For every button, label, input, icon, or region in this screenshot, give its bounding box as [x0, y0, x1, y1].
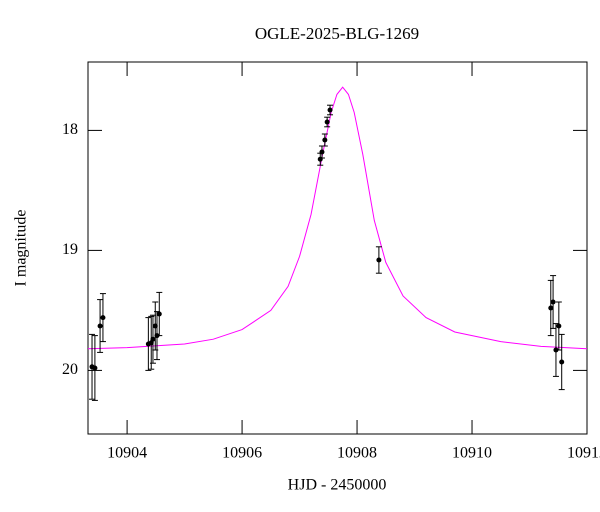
data-point — [550, 299, 556, 305]
model-curve — [87, 86, 588, 350]
y-tick-label: 18 — [62, 121, 78, 138]
data-point — [156, 311, 162, 317]
data-point — [319, 149, 325, 155]
data-point — [376, 257, 382, 263]
data-point — [92, 365, 98, 371]
x-axis-label: HJD - 2450000 — [288, 477, 387, 494]
data-point — [97, 323, 103, 329]
data-point — [559, 359, 565, 365]
data-point — [100, 315, 106, 321]
x-tick-label: 10908 — [337, 445, 377, 462]
x-tick-label: 10910 — [452, 445, 492, 462]
y-axis-label: I magnitude — [13, 210, 30, 287]
data-point — [327, 107, 333, 113]
x-tick-label: 10912 — [567, 445, 600, 462]
data-point — [556, 323, 562, 329]
plot-frame — [87, 61, 588, 435]
chart-title: OGLE-2025-BLG-1269 — [255, 24, 419, 43]
data-point — [324, 119, 330, 125]
x-tick-label: 10906 — [222, 445, 262, 462]
data-point — [322, 137, 328, 143]
data-point — [548, 305, 554, 311]
y-tick-label: 19 — [62, 241, 78, 258]
data-point — [150, 336, 156, 342]
y-tick-label: 20 — [62, 361, 78, 378]
x-tick-label: 10904 — [107, 445, 147, 462]
